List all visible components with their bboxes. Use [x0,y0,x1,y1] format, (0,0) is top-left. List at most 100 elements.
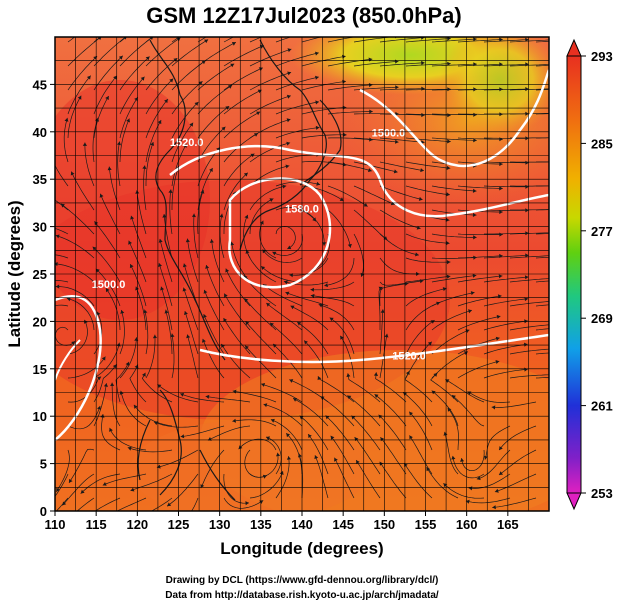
streamline [301,161,347,166]
streamline-arrow [283,280,288,285]
streamline-arrow [395,139,399,144]
streamline-arrow [525,253,529,258]
streamline [249,185,287,211]
streamline-arrow [551,276,555,280]
streamline-arrow [525,160,529,165]
streamline [484,425,511,460]
streamline-arrow [230,241,235,246]
streamline-arrow [185,238,190,243]
streamline [76,497,95,511]
y-tick-label: 45 [33,77,47,92]
streamline-arrow [276,452,281,457]
streamline [119,118,130,163]
streamline [301,134,347,139]
x-tick-label: 115 [86,517,107,532]
streamline-arrow [551,231,555,235]
streamline-arrow [117,141,121,146]
streamline [468,473,511,489]
streamline-arrow [551,254,555,258]
streamline [334,457,355,499]
streamline [327,111,373,115]
streamline-arrow [157,384,162,389]
streamline [301,80,346,91]
streamline-arrow [97,37,102,41]
streamline-arrow [446,260,451,265]
streamline [535,304,549,307]
streamline-arrow [27,289,31,293]
streamline-arrow [316,181,321,186]
streamline [249,165,290,187]
streamline [109,427,147,451]
streamline [223,293,251,331]
streamline [93,383,107,427]
streamline [405,88,451,91]
streamline [180,425,225,438]
streamline-arrow [289,379,294,383]
streamline [498,449,537,476]
streamline-arrow [158,263,162,267]
streamline [55,286,95,307]
streamline-arrow [200,189,205,194]
streamline-arrow [125,361,130,366]
streamline-arrow [447,139,451,144]
streamline-arrow [421,60,425,65]
streamline [509,88,549,91]
streamline [203,313,225,355]
streamline-arrow [524,275,529,280]
streamline [197,37,207,43]
streamline-arrow [390,201,395,206]
streamline [405,161,451,169]
streamline [144,309,149,355]
streamline [245,249,277,283]
streamline-arrow [446,241,450,246]
streamline-arrow [315,125,320,130]
streamline-arrow [472,273,477,278]
streamline [221,343,251,379]
streamline-arrow [127,446,132,451]
streamline-arrow [446,165,451,170]
streamline [94,497,121,511]
streamline-arrow [298,453,302,458]
streamline [535,256,549,259]
streamline [145,98,169,139]
streamline [457,255,503,259]
streamline [159,238,173,283]
streamline-arrow [368,83,373,88]
streamline-arrow [272,251,277,256]
streamline-arrow [133,404,138,409]
streamline-arrow [395,85,399,90]
streamline-arrow [113,75,117,80]
streamline [119,97,139,139]
streamline-arrow [140,76,145,81]
streamline [55,235,95,259]
streamline-arrow [343,132,347,137]
streamline [249,142,291,163]
streamline [129,364,147,403]
streamline-arrow [82,142,87,146]
streamline [509,232,549,235]
streamline-arrow [130,487,135,492]
streamline [156,449,199,468]
streamline [310,281,355,291]
streamline [431,329,470,355]
chart-title: GSM 12Z17Jul2023 (850.0hPa) [146,3,462,28]
streamline-arrow [152,334,157,339]
streamline [158,262,173,307]
contour-label: 1500.0 [92,279,126,291]
streamline [197,41,237,67]
streamline-arrow [266,436,270,441]
streamline-arrow [472,212,477,217]
streamline [535,280,549,283]
streamline [452,455,485,479]
streamline-arrow [186,334,191,339]
streamline-arrow [118,55,123,60]
streamline [141,372,173,403]
streamline [145,334,156,379]
streamline-arrow [524,342,528,347]
streamline [153,421,199,428]
streamline-arrow [368,168,372,173]
streamline [379,283,409,307]
streamline-arrow [499,471,503,475]
streamline-arrow [109,427,113,432]
streamline [327,185,368,207]
